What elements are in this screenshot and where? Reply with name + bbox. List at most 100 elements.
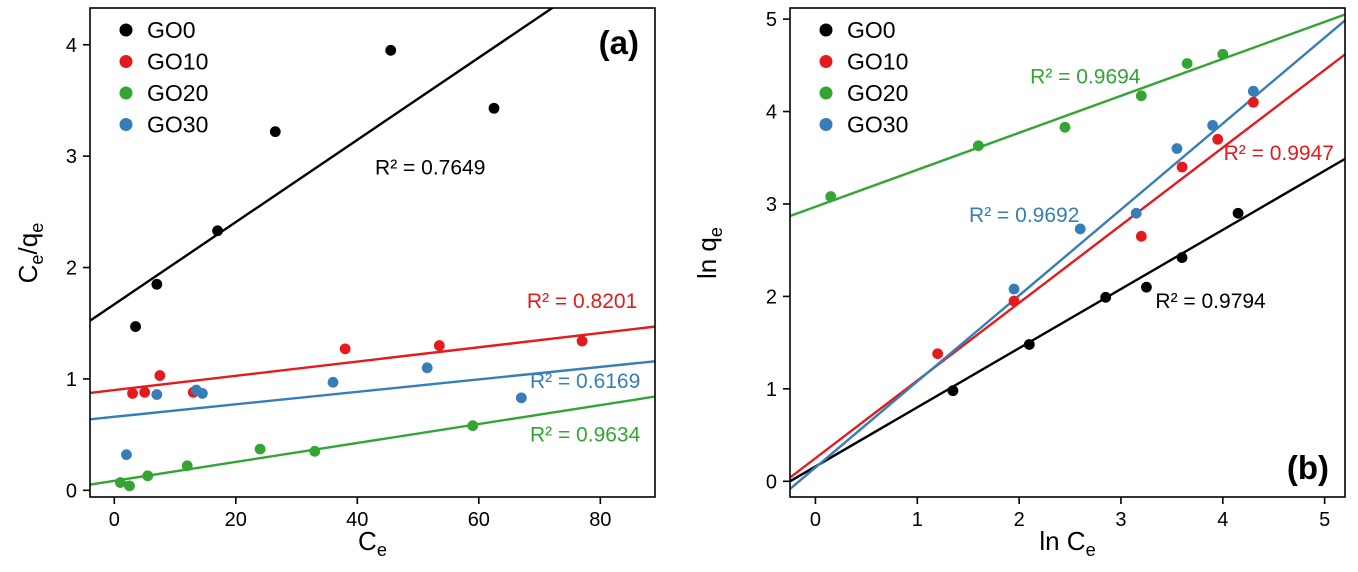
data-point-GO10 (433, 340, 445, 351)
data-point-GO0 (1023, 339, 1035, 350)
points-GO30 (121, 362, 527, 461)
data-point-GO10 (1008, 295, 1020, 307)
x-tick-label: 0 (109, 509, 120, 531)
data-point-GO30 (1130, 207, 1142, 219)
data-point-GO0 (212, 225, 223, 237)
data-point-GO0 (1100, 291, 1112, 303)
data-point-GO20 (1181, 58, 1193, 69)
data-point-GO0 (1141, 281, 1152, 293)
r2-label-GO0: R² = 0.7649 (375, 156, 485, 179)
data-point-GO30 (421, 362, 433, 374)
data-point-GO20 (309, 445, 321, 457)
data-point-GO20 (142, 470, 154, 482)
y-tick-label: 2 (66, 258, 77, 280)
points-GO0 (947, 207, 1244, 397)
data-point-GO10 (576, 335, 588, 347)
data-point-GO0 (151, 278, 163, 290)
data-point-GO20 (181, 460, 193, 472)
fit-line-GO10 (90, 325, 655, 395)
data-point-GO10 (1212, 133, 1224, 145)
fit-line-GO10 (790, 53, 1345, 479)
y-tick-label: 4 (766, 102, 777, 124)
panel-a-x-axis-label: Ce (358, 526, 387, 561)
data-point-GO30 (151, 389, 163, 400)
panel-b-y-axis-label: ln qe (692, 226, 727, 280)
x-tick-label: 60 (468, 509, 490, 531)
legend-marker-GO20 (119, 86, 133, 100)
data-point-GO0 (947, 385, 959, 397)
y-tick-label: 3 (66, 146, 77, 168)
x-tick-label: 5 (1319, 509, 1330, 531)
legend-marker-GO20 (819, 86, 833, 100)
points-GO0 (130, 44, 500, 332)
data-point-GO10 (127, 388, 138, 399)
x-tick-label: 0 (810, 509, 821, 531)
axis-ticks: 0 1 2 3 4 5 0 1 2 3 4 5 (766, 9, 1330, 531)
legend: GO0 GO10 GO20 GO30 (119, 17, 208, 138)
data-point-GO20 (1217, 48, 1229, 60)
data-point-GO0 (488, 102, 500, 114)
fit-line-GO20 (790, 13, 1345, 218)
axis-ticks: 0 20 40 60 80 0 1 2 3 4 (66, 35, 612, 531)
r2-label-GO0: R² = 0.9794 (1155, 290, 1266, 313)
y-tick-label: 3 (766, 194, 777, 216)
legend-label-GO0: GO0 (847, 17, 896, 43)
legend-label-GO10: GO10 (147, 49, 208, 75)
fit-line-GO0 (790, 157, 1345, 483)
fit-line-GO30 (90, 360, 655, 421)
legend-marker-GO10 (819, 55, 833, 68)
legend-label-GO20: GO20 (147, 80, 208, 106)
x-tick-label: 80 (589, 509, 611, 531)
legend: GO0 GO10 GO20 GO30 (819, 17, 908, 138)
data-point-GO10 (154, 370, 166, 381)
legend-label-GO10: GO10 (847, 49, 908, 75)
x-tick-label: 3 (1115, 509, 1126, 531)
panel-b-x-axis-label: ln Ce (1039, 526, 1096, 561)
x-tick-label: 20 (225, 509, 247, 531)
panel-b-chart: 0 1 2 3 4 5 0 1 2 3 4 5 R² = 0.9794 R² = 0.9947 R² = 0… (766, 7, 1346, 531)
r2-label-GO20: R² = 0.9634 (530, 424, 641, 447)
r2-label-GO10: R² = 0.8201 (527, 290, 637, 313)
y-tick-label: 5 (766, 9, 777, 31)
data-point-GO20 (124, 480, 135, 492)
data-point-GO30 (1171, 143, 1183, 154)
x-tick-label: 4 (1217, 509, 1228, 531)
axes-box (89, 7, 656, 498)
data-point-GO30 (121, 449, 132, 461)
legend-label-GO30: GO30 (147, 112, 208, 138)
data-point-GO20 (467, 420, 479, 432)
r2-label-GO30: R² = 0.9692 (969, 204, 1079, 227)
y-tick-label: 1 (766, 379, 777, 401)
data-point-GO0 (130, 321, 141, 332)
panel-b: 0 1 2 3 4 5 0 1 2 3 4 5 R² = 0.9794 R² = 0.9947 R² = 0… (679, 0, 1358, 572)
data-point-GO20 (972, 140, 984, 152)
legend-label-GO20: GO20 (847, 80, 908, 106)
data-point-GO20 (825, 191, 837, 202)
y-tick-label: 0 (66, 480, 77, 502)
legend-marker-GO0 (819, 23, 833, 37)
points-GO20 (114, 420, 479, 492)
panel-letter-a: (a) (599, 24, 639, 61)
panel-a-y-axis-label: Ce/qe (13, 222, 48, 284)
data-point-GO30 (327, 376, 339, 388)
y-tick-label: 1 (66, 369, 77, 391)
y-tick-label: 0 (766, 471, 777, 493)
data-point-GO0 (1232, 207, 1244, 219)
data-point-GO10 (1176, 161, 1188, 173)
legend-label-GO30: GO30 (847, 112, 908, 138)
r2-label-GO10: R² = 0.9947 (1224, 142, 1334, 165)
legend-marker-GO10 (119, 55, 133, 68)
data-point-GO30 (196, 388, 208, 399)
data-point-GO30 (1008, 283, 1020, 295)
x-tick-label: 1 (912, 509, 923, 531)
data-point-GO30 (1207, 119, 1219, 131)
y-tick-label: 2 (766, 286, 777, 308)
data-point-GO20 (1059, 121, 1071, 133)
data-point-GO0 (1176, 252, 1188, 263)
data-point-GO30 (515, 392, 527, 404)
r2-label-GO30: R² = 0.6169 (530, 370, 640, 393)
legend-label-GO0: GO0 (147, 17, 196, 43)
data-point-GO30 (1247, 85, 1259, 97)
points-GO30 (1008, 85, 1259, 295)
